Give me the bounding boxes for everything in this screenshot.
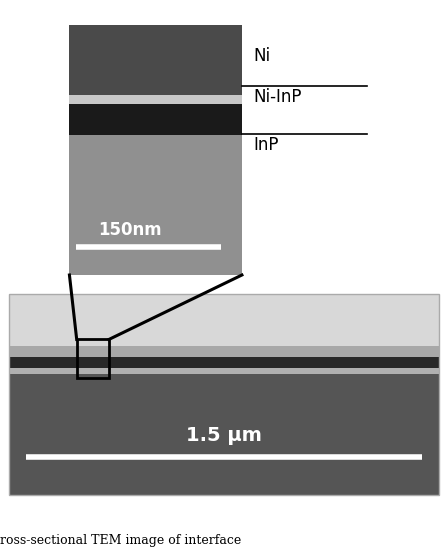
Bar <box>9 346 439 358</box>
Text: 1.5 μm: 1.5 μm <box>186 426 262 445</box>
Text: 150nm: 150nm <box>98 221 162 239</box>
Bar <box>69 95 242 103</box>
Bar <box>9 358 439 367</box>
Bar <box>69 135 242 275</box>
Text: InP: InP <box>253 136 279 154</box>
Bar <box>9 373 439 495</box>
Text: Ni: Ni <box>253 47 270 65</box>
Bar <box>77 339 109 377</box>
Bar <box>9 294 439 495</box>
Bar <box>69 25 242 95</box>
Text: ross-sectional TEM image of interface: ross-sectional TEM image of interface <box>0 534 241 547</box>
Bar <box>69 103 242 135</box>
Text: Ni-InP: Ni-InP <box>253 89 302 106</box>
Bar <box>9 294 439 346</box>
Bar <box>9 367 439 373</box>
